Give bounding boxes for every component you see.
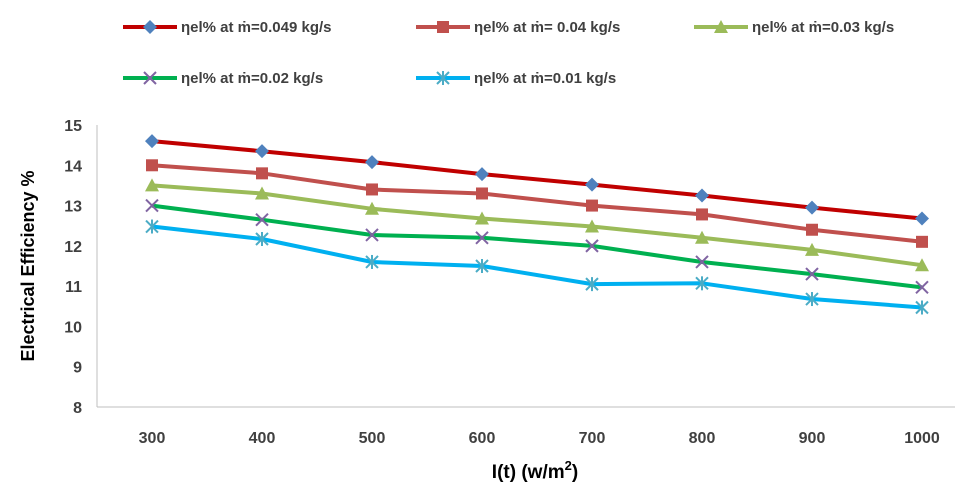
- data-point: [915, 258, 929, 272]
- legend-item: ηel% at ṁ=0.01 kg/s: [416, 70, 616, 87]
- data-point: [695, 255, 709, 269]
- x-tick-labels: 300 400 500 600 700 800 900 1000: [139, 430, 940, 447]
- x-tick-label: 700: [579, 430, 606, 447]
- x-axis-title: I(t) (w/m2): [492, 458, 578, 483]
- series-4: [145, 198, 929, 295]
- series-1: [145, 134, 929, 226]
- data-point: [146, 159, 158, 172]
- series-layer: [145, 134, 929, 315]
- y-tick-label: 12: [64, 239, 82, 256]
- data-point: [145, 178, 159, 192]
- y-tick-label: 11: [65, 279, 82, 296]
- legend-item: ηel% at ṁ= 0.04 kg/s: [416, 19, 620, 36]
- legend-item: ηel% at ṁ=0.049 kg/s: [123, 19, 332, 36]
- x-tick-label: 900: [799, 430, 826, 447]
- data-point: [476, 187, 488, 200]
- data-point: [365, 254, 379, 269]
- data-point: [255, 144, 269, 159]
- x-axis-title-close: ): [572, 462, 578, 483]
- x-tick-label: 300: [139, 430, 166, 447]
- legend-label: ηel% at ṁ=0.02 kg/s: [181, 70, 323, 87]
- x-axis-title-main: I(t) (w/m: [492, 462, 565, 483]
- data-point: [145, 198, 159, 213]
- legend-marker: [143, 71, 157, 85]
- data-point: [145, 219, 159, 234]
- data-point: [585, 239, 599, 253]
- series-line: [151, 183, 923, 268]
- x-tick-label: 800: [689, 430, 716, 447]
- data-point: [805, 292, 819, 307]
- data-point: [586, 199, 598, 212]
- series-line: [151, 139, 923, 221]
- y-tick-label: 9: [73, 360, 82, 377]
- series-3: [145, 178, 929, 272]
- data-point: [365, 155, 379, 170]
- y-tick-labels: 8 9 10 11 12 13 14 15: [64, 118, 82, 417]
- legend-label: ηel% at ṁ=0.03 kg/s: [752, 19, 894, 36]
- data-point: [475, 259, 489, 273]
- y-tick-label: 13: [64, 199, 82, 216]
- data-point: [585, 177, 599, 192]
- data-point: [255, 212, 269, 227]
- legend-marker: [143, 20, 157, 34]
- data-point: [695, 276, 709, 291]
- legend-label: ηel% at ṁ=0.01 kg/s: [474, 70, 616, 87]
- data-point: [145, 134, 159, 149]
- legend-marker: [437, 21, 449, 33]
- data-point: [915, 211, 929, 226]
- legend-marker: [436, 71, 450, 85]
- x-tick-label: 400: [249, 430, 276, 447]
- y-tick-label: 10: [64, 319, 82, 336]
- data-point: [916, 235, 928, 248]
- data-point: [695, 188, 709, 203]
- legend-label: ηel% at ṁ=0.049 kg/s: [181, 19, 332, 36]
- data-point: [915, 300, 929, 315]
- series-2: [146, 159, 928, 248]
- data-point: [805, 267, 819, 281]
- x-axis-title-superscript: 2: [565, 458, 572, 473]
- data-point: [806, 223, 818, 236]
- legend-item: ηel% at ṁ=0.03 kg/s: [694, 19, 894, 36]
- data-point: [805, 242, 819, 256]
- data-point: [255, 186, 269, 200]
- data-point: [585, 219, 599, 233]
- legend-label: ηel% at ṁ= 0.04 kg/s: [474, 19, 620, 36]
- y-tick-label: 8: [73, 400, 82, 417]
- y-tick-label: 14: [64, 158, 82, 175]
- legend: ηel% at ṁ=0.049 kg/s ηel% at ṁ= 0.04 kg/s…: [123, 19, 894, 87]
- series-line: [151, 203, 923, 290]
- data-point: [915, 280, 929, 295]
- data-point: [696, 208, 708, 221]
- legend-item: ηel% at ṁ=0.02 kg/s: [123, 70, 323, 87]
- legend-marker: [714, 20, 728, 33]
- data-point: [366, 183, 378, 196]
- data-point: [475, 211, 489, 225]
- data-point: [255, 232, 269, 247]
- data-point: [365, 201, 379, 215]
- data-point: [805, 200, 819, 215]
- data-point: [695, 230, 709, 244]
- x-tick-label: 600: [469, 430, 496, 447]
- y-tick-label: 15: [64, 118, 82, 135]
- series-line: [151, 163, 923, 244]
- data-point: [475, 167, 489, 182]
- data-point: [475, 231, 489, 245]
- data-point: [585, 277, 599, 292]
- y-axis-title: Electrical Efficiency %: [18, 170, 38, 361]
- data-point: [365, 228, 379, 242]
- series-5: [145, 219, 929, 315]
- data-point: [256, 167, 268, 180]
- x-tick-label: 1000: [904, 430, 940, 447]
- series-line: [151, 224, 923, 310]
- x-tick-label: 500: [359, 430, 386, 447]
